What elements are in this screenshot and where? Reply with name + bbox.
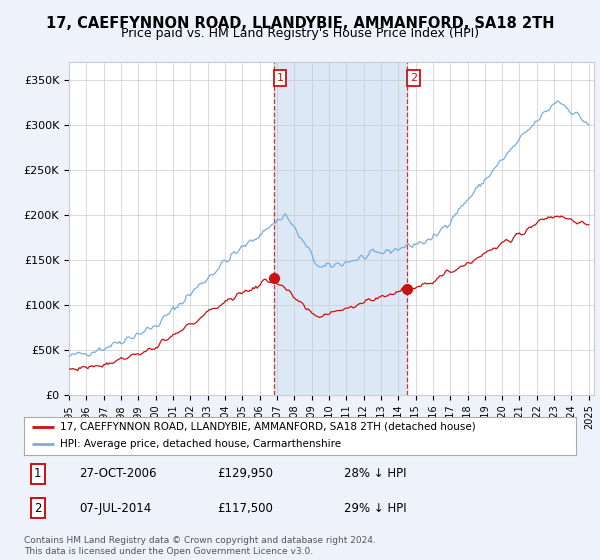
Text: 1: 1 [34, 467, 41, 480]
Text: 2: 2 [34, 502, 41, 515]
Bar [274, 62, 407, 395]
Text: 07-JUL-2014: 07-JUL-2014 [79, 502, 151, 515]
Text: Price paid vs. HM Land Registry's House Price Index (HPI): Price paid vs. HM Land Registry's House … [121, 27, 479, 40]
Text: 29% ↓ HPI: 29% ↓ HPI [344, 502, 407, 515]
Text: 28% ↓ HPI: 28% ↓ HPI [344, 467, 407, 480]
Text: 17, CAEFFYNNON ROAD, LLANDYBIE, AMMANFORD, SA18 2TH (detached house): 17, CAEFFYNNON ROAD, LLANDYBIE, AMMANFOR… [60, 422, 476, 432]
Text: 2: 2 [410, 73, 417, 83]
Text: HPI: Average price, detached house, Carmarthenshire: HPI: Average price, detached house, Carm… [60, 440, 341, 450]
Text: £117,500: £117,500 [217, 502, 273, 515]
Text: £129,950: £129,950 [217, 467, 273, 480]
Text: 27-OCT-2006: 27-OCT-2006 [79, 467, 157, 480]
Text: 17, CAEFFYNNON ROAD, LLANDYBIE, AMMANFORD, SA18 2TH: 17, CAEFFYNNON ROAD, LLANDYBIE, AMMANFOR… [46, 16, 554, 31]
Text: Contains HM Land Registry data © Crown copyright and database right 2024.
This d: Contains HM Land Registry data © Crown c… [24, 536, 376, 556]
Text: 1: 1 [277, 73, 283, 83]
